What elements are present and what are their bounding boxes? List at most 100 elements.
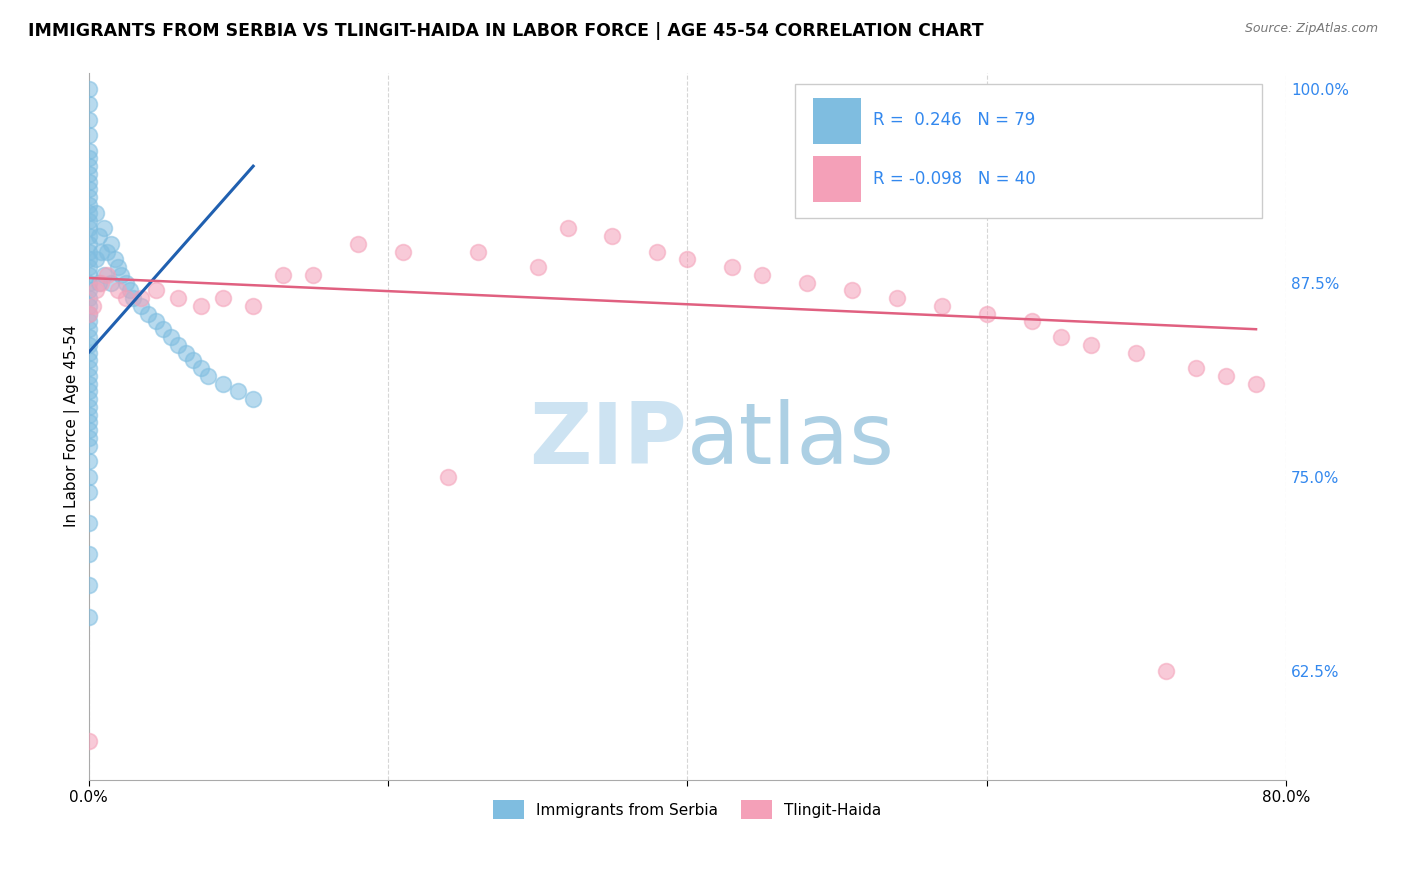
Point xyxy=(77,276,100,290)
Point xyxy=(197,368,219,383)
Point xyxy=(93,221,115,235)
Point xyxy=(77,431,100,445)
Text: Source: ZipAtlas.com: Source: ZipAtlas.com xyxy=(1244,22,1378,36)
Point xyxy=(77,206,100,220)
Point xyxy=(77,167,100,181)
Point xyxy=(77,221,100,235)
Point xyxy=(77,408,100,422)
Point xyxy=(676,252,699,267)
Point xyxy=(77,244,100,259)
Point xyxy=(96,244,118,259)
Point xyxy=(77,213,100,227)
Text: R = -0.098   N = 40: R = -0.098 N = 40 xyxy=(873,170,1036,188)
Point xyxy=(87,276,110,290)
Point xyxy=(212,291,235,305)
Point xyxy=(84,252,107,267)
Point xyxy=(129,299,152,313)
Point xyxy=(77,392,100,406)
Point xyxy=(77,144,100,158)
Point xyxy=(647,244,669,259)
Point xyxy=(167,291,190,305)
Point xyxy=(1244,376,1267,391)
Point xyxy=(145,314,167,328)
Point xyxy=(77,353,100,368)
Point xyxy=(557,221,579,235)
Point xyxy=(77,291,100,305)
Point xyxy=(1125,345,1147,359)
Text: R =  0.246   N = 79: R = 0.246 N = 79 xyxy=(873,112,1035,129)
FancyBboxPatch shape xyxy=(813,98,860,144)
Point xyxy=(190,361,212,376)
Point xyxy=(152,322,174,336)
Point xyxy=(77,236,100,251)
Point xyxy=(110,268,132,282)
Point xyxy=(82,299,104,313)
Point xyxy=(526,260,548,274)
Point xyxy=(77,198,100,212)
Point xyxy=(77,128,100,142)
Point xyxy=(84,284,107,298)
Point xyxy=(77,268,100,282)
Point xyxy=(77,469,100,483)
Point xyxy=(721,260,744,274)
Point xyxy=(104,252,127,267)
Point xyxy=(242,392,264,406)
Point xyxy=(77,454,100,468)
FancyBboxPatch shape xyxy=(813,156,860,202)
Point xyxy=(77,314,100,328)
Point xyxy=(77,229,100,244)
Point xyxy=(77,345,100,359)
Point xyxy=(77,159,100,173)
Point xyxy=(976,307,998,321)
Point xyxy=(602,229,624,244)
Point xyxy=(167,338,190,352)
Point xyxy=(77,252,100,267)
Point xyxy=(467,244,489,259)
Point xyxy=(1154,664,1177,678)
Point xyxy=(181,353,204,368)
Point xyxy=(796,276,818,290)
Point xyxy=(77,368,100,383)
Point xyxy=(129,291,152,305)
Point xyxy=(77,175,100,189)
Point xyxy=(347,236,370,251)
Legend: Immigrants from Serbia, Tlingit-Haida: Immigrants from Serbia, Tlingit-Haida xyxy=(488,794,887,825)
Point xyxy=(93,268,115,282)
Point xyxy=(107,260,129,274)
Point xyxy=(242,299,264,313)
Text: ZIP: ZIP xyxy=(530,399,688,482)
Point xyxy=(841,284,863,298)
Point xyxy=(77,423,100,437)
Point xyxy=(89,276,111,290)
Point xyxy=(77,152,100,166)
Point xyxy=(77,299,100,313)
Point xyxy=(107,284,129,298)
Point xyxy=(77,400,100,414)
Point xyxy=(751,268,773,282)
Point xyxy=(77,516,100,531)
Point xyxy=(1080,338,1102,352)
Point xyxy=(931,299,953,313)
Point xyxy=(302,268,325,282)
Point xyxy=(77,307,100,321)
Point xyxy=(77,733,100,747)
Point xyxy=(77,376,100,391)
Point xyxy=(226,384,249,399)
Point xyxy=(77,384,100,399)
Point xyxy=(174,345,197,359)
Point xyxy=(77,81,100,95)
Text: IMMIGRANTS FROM SERBIA VS TLINGIT-HAIDA IN LABOR FORCE | AGE 45-54 CORRELATION C: IMMIGRANTS FROM SERBIA VS TLINGIT-HAIDA … xyxy=(28,22,984,40)
Point xyxy=(100,276,122,290)
Point xyxy=(77,361,100,376)
Point xyxy=(392,244,415,259)
Point xyxy=(436,469,458,483)
Point xyxy=(138,307,160,321)
Point xyxy=(120,284,142,298)
Point xyxy=(77,190,100,204)
Point xyxy=(77,439,100,453)
Point xyxy=(886,291,908,305)
Y-axis label: In Labor Force | Age 45-54: In Labor Force | Age 45-54 xyxy=(65,326,80,527)
Point xyxy=(77,338,100,352)
Point xyxy=(77,416,100,430)
Point xyxy=(77,182,100,196)
